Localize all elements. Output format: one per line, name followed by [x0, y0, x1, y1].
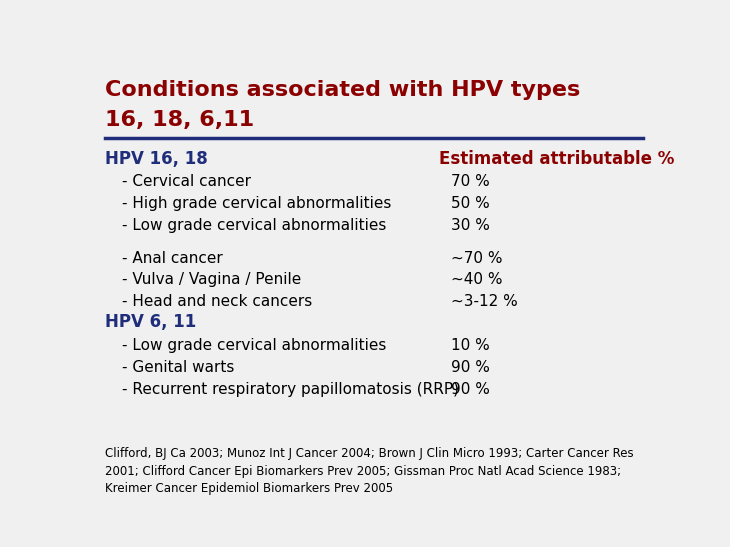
Text: - Head and neck cancers: - Head and neck cancers	[123, 294, 312, 310]
Text: - Anal cancer: - Anal cancer	[123, 251, 223, 265]
Text: Conditions associated with HPV types: Conditions associated with HPV types	[105, 80, 580, 101]
Text: 70 %: 70 %	[450, 174, 489, 189]
Text: Kreimer Cancer Epidemiol Biomarkers Prev 2005: Kreimer Cancer Epidemiol Biomarkers Prev…	[105, 482, 393, 495]
Text: Estimated attributable %: Estimated attributable %	[439, 150, 675, 168]
Text: 10 %: 10 %	[450, 337, 489, 353]
Text: 90 %: 90 %	[450, 359, 489, 375]
Text: - Low grade cervical abnormalities: - Low grade cervical abnormalities	[123, 337, 387, 353]
Text: 30 %: 30 %	[450, 218, 489, 233]
Text: HPV 6, 11: HPV 6, 11	[105, 313, 196, 331]
Text: 50 %: 50 %	[450, 196, 489, 211]
Text: ~70 %: ~70 %	[450, 251, 502, 265]
Text: - Low grade cervical abnormalities: - Low grade cervical abnormalities	[123, 218, 387, 233]
Text: - High grade cervical abnormalities: - High grade cervical abnormalities	[123, 196, 392, 211]
Text: HPV 16, 18: HPV 16, 18	[105, 150, 208, 168]
Text: - Vulva / Vagina / Penile: - Vulva / Vagina / Penile	[123, 272, 301, 287]
Text: Clifford, BJ Ca 2003; Munoz Int J Cancer 2004; Brown J Clin Micro 1993; Carter C: Clifford, BJ Ca 2003; Munoz Int J Cancer…	[105, 447, 634, 460]
Text: 2001; Clifford Cancer Epi Biomarkers Prev 2005; Gissman Proc Natl Acad Science 1: 2001; Clifford Cancer Epi Biomarkers Pre…	[105, 464, 621, 478]
Text: ~3-12 %: ~3-12 %	[450, 294, 518, 310]
Text: - Genital warts: - Genital warts	[123, 359, 235, 375]
Text: ~40 %: ~40 %	[450, 272, 502, 287]
Text: - Recurrent respiratory papillomatosis (RRP): - Recurrent respiratory papillomatosis (…	[123, 382, 459, 397]
Text: 90 %: 90 %	[450, 382, 489, 397]
Text: - Cervical cancer: - Cervical cancer	[123, 174, 251, 189]
Text: 16, 18, 6,11: 16, 18, 6,11	[105, 110, 255, 130]
